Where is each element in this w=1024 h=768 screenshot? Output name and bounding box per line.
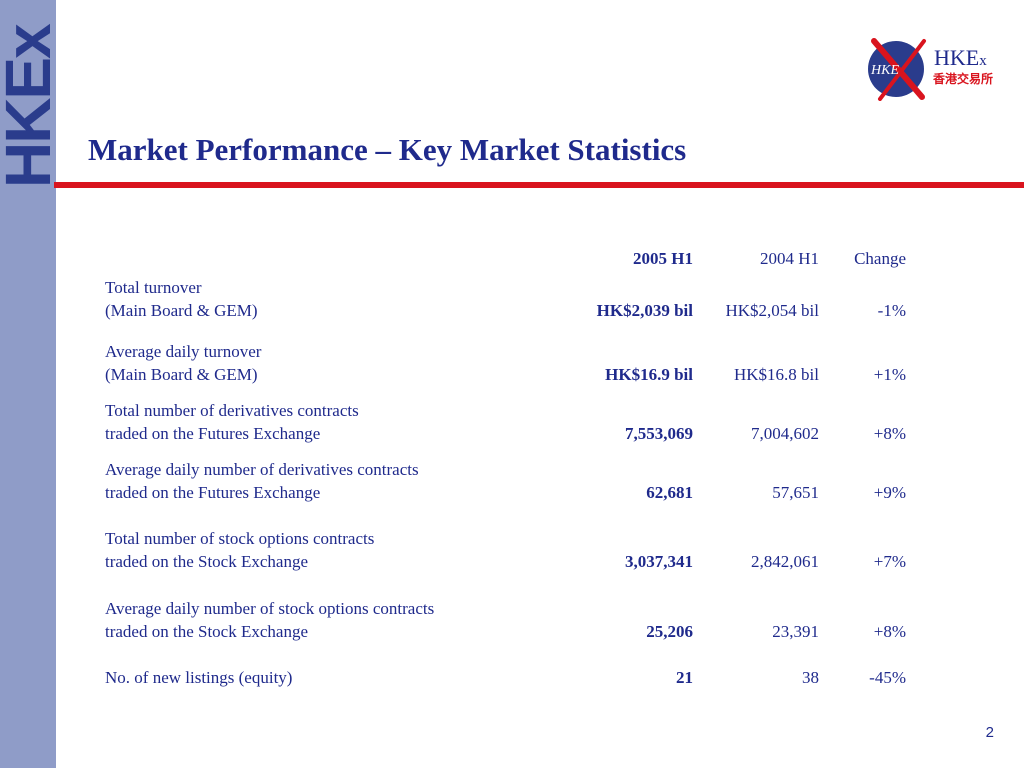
row-value-2004: HK$16.8 bil: [734, 365, 819, 384]
row-label-line2: (Main Board & GEM): [105, 365, 258, 384]
row-value-2005: 21: [676, 668, 693, 687]
hkex-logo-mark: HKE: [868, 38, 926, 101]
row-value-2005: 7,553,069: [625, 424, 693, 443]
logo-mark-text: HKE: [870, 63, 899, 78]
header-2005-h1: 2005 H1: [633, 249, 693, 268]
slide-title: Market Performance – Key Market Statisti…: [88, 132, 687, 167]
row-value-change: +1%: [873, 365, 906, 384]
logo-name: HKEx: [934, 45, 987, 71]
header-2004-h1: 2004 H1: [759, 249, 819, 268]
row-value-change: +9%: [873, 483, 906, 502]
hkex-logo: HKE HKEx 香港交易所: [866, 37, 1016, 101]
row-label-line1: Total number of stock options contracts: [105, 529, 375, 548]
row-value-change: -45%: [869, 668, 906, 687]
row-label-line1: Average daily turnover: [105, 342, 262, 361]
row-label-line1: Average daily number of derivatives cont…: [105, 460, 419, 479]
row-value-2004: 38: [802, 668, 819, 687]
logo-name-main: HKE: [934, 45, 980, 70]
row-value-change: +8%: [873, 622, 906, 641]
row-label-line1: No. of new listings (equity): [105, 668, 293, 687]
row-value-2005: 62,681: [646, 483, 693, 502]
row-value-2004: 57,651: [772, 483, 819, 502]
row-value-2004: 23,391: [772, 622, 819, 641]
row-value-change: +7%: [873, 552, 906, 571]
row-value-2004: 2,842,061: [751, 552, 819, 571]
row-value-2005: HK$16.9 bil: [605, 365, 693, 384]
row-label-line2: traded on the Stock Exchange: [105, 622, 308, 641]
row-value-2004: HK$2,054 bil: [725, 301, 820, 320]
row-label-line2: traded on the Futures Exchange: [105, 424, 321, 443]
row-label-line2: traded on the Stock Exchange: [105, 552, 308, 571]
logo-name-small: x: [979, 53, 987, 69]
row-value-2005: 3,037,341: [625, 552, 693, 571]
row-label-line1: Average daily number of stock options co…: [105, 599, 435, 618]
row-label-line1: Total number of derivatives contracts: [105, 401, 359, 420]
side-banner: HKEx: [0, 0, 56, 768]
page-number: 2: [985, 724, 994, 741]
logo-chinese-name: 香港交易所: [933, 72, 994, 86]
header-change: Change: [854, 249, 906, 268]
row-value-change: +8%: [873, 424, 906, 443]
row-label-line1: Total turnover: [105, 278, 202, 297]
row-value-2004: 7,004,602: [751, 424, 819, 443]
row-label-line2: (Main Board & GEM): [105, 301, 258, 320]
row-label-line2: traded on the Futures Exchange: [105, 483, 321, 502]
row-value-change: -1%: [877, 301, 906, 320]
title-divider: [54, 182, 1024, 188]
row-value-2005: HK$2,039 bil: [596, 301, 693, 320]
row-value-2005: 25,206: [646, 622, 693, 641]
